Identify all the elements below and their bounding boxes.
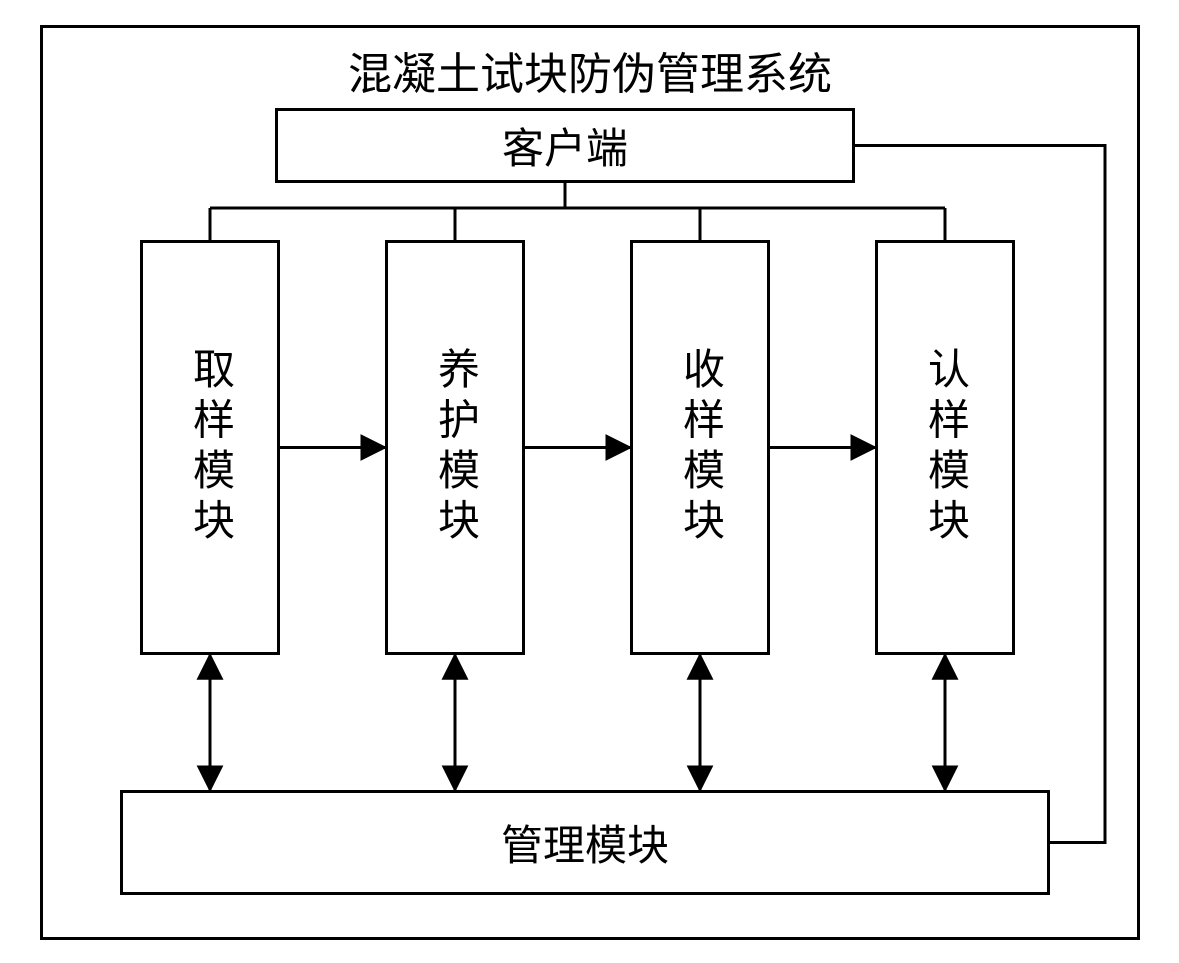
node-client-label: 客户端 [502,115,628,176]
node-receive-label: 收样模块 [670,347,731,549]
node-sample: 取样模块 [140,240,280,655]
node-cure-label: 养护模块 [425,347,486,549]
node-sample-label: 取样模块 [180,347,241,549]
node-manage-label: 管理模块 [501,812,669,873]
node-manage: 管理模块 [120,790,1050,895]
node-cure: 养护模块 [385,240,525,655]
node-verify-label: 认样模块 [915,347,976,549]
node-verify: 认样模块 [875,240,1015,655]
diagram-title: 混凝土试块防伪管理系统 [270,38,910,102]
node-client: 客户端 [275,108,855,183]
node-receive: 收样模块 [630,240,770,655]
